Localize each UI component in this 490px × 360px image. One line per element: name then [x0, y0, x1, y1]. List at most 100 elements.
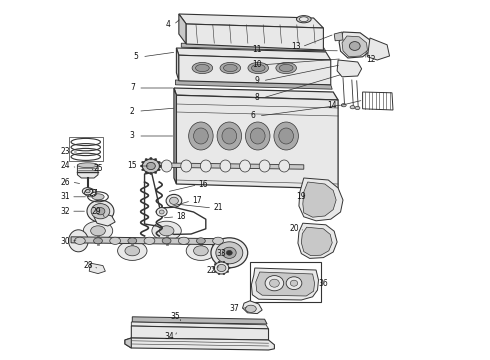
- Text: 24: 24: [61, 162, 71, 171]
- Ellipse shape: [140, 165, 143, 167]
- Polygon shape: [342, 36, 368, 57]
- Ellipse shape: [166, 194, 182, 207]
- Text: 5: 5: [134, 52, 139, 61]
- Text: 25: 25: [93, 164, 103, 173]
- Ellipse shape: [143, 159, 159, 173]
- Text: 21: 21: [213, 203, 223, 212]
- Ellipse shape: [74, 237, 85, 244]
- Ellipse shape: [227, 271, 229, 273]
- Polygon shape: [89, 263, 105, 274]
- Text: 2: 2: [130, 107, 135, 116]
- Ellipse shape: [189, 122, 213, 150]
- Polygon shape: [339, 32, 371, 58]
- Polygon shape: [132, 317, 267, 324]
- Polygon shape: [243, 301, 262, 314]
- Ellipse shape: [91, 204, 110, 219]
- Ellipse shape: [82, 188, 93, 195]
- Ellipse shape: [286, 277, 302, 289]
- Ellipse shape: [145, 172, 147, 174]
- Text: 7: 7: [130, 84, 135, 93]
- Polygon shape: [125, 338, 131, 348]
- Ellipse shape: [222, 128, 237, 144]
- Ellipse shape: [222, 247, 236, 258]
- Ellipse shape: [240, 160, 250, 172]
- Ellipse shape: [83, 221, 113, 240]
- Polygon shape: [303, 182, 336, 217]
- Ellipse shape: [227, 264, 229, 265]
- Polygon shape: [176, 48, 331, 60]
- Ellipse shape: [154, 158, 157, 161]
- Text: 26: 26: [61, 177, 71, 186]
- Ellipse shape: [192, 62, 213, 73]
- Ellipse shape: [178, 237, 189, 244]
- Ellipse shape: [94, 238, 102, 244]
- Ellipse shape: [170, 197, 178, 204]
- Ellipse shape: [226, 251, 232, 255]
- Ellipse shape: [110, 237, 121, 244]
- Text: 6: 6: [250, 112, 255, 121]
- Bar: [250, 262, 321, 302]
- Ellipse shape: [259, 160, 270, 172]
- Ellipse shape: [92, 194, 104, 200]
- Ellipse shape: [162, 238, 171, 244]
- Ellipse shape: [218, 273, 220, 275]
- Polygon shape: [94, 212, 115, 226]
- Polygon shape: [301, 227, 332, 256]
- Text: 9: 9: [254, 76, 259, 85]
- Polygon shape: [176, 48, 179, 81]
- Polygon shape: [298, 223, 337, 258]
- Polygon shape: [174, 88, 338, 100]
- Text: 16: 16: [198, 180, 208, 189]
- Text: 13: 13: [291, 42, 301, 51]
- Ellipse shape: [220, 160, 231, 172]
- Ellipse shape: [245, 305, 256, 312]
- Ellipse shape: [355, 107, 360, 109]
- Ellipse shape: [144, 237, 155, 244]
- Bar: [69, 137, 103, 161]
- Text: 4: 4: [165, 20, 170, 29]
- Ellipse shape: [159, 226, 174, 236]
- Ellipse shape: [248, 62, 269, 73]
- Ellipse shape: [154, 172, 157, 174]
- Ellipse shape: [152, 221, 181, 240]
- Text: 20: 20: [289, 224, 299, 233]
- Text: 17: 17: [192, 196, 202, 205]
- Text: 27: 27: [88, 189, 98, 198]
- Ellipse shape: [91, 226, 105, 236]
- Text: 11: 11: [252, 45, 262, 54]
- Polygon shape: [179, 55, 331, 85]
- Ellipse shape: [156, 208, 167, 216]
- Polygon shape: [175, 80, 332, 89]
- Text: 28: 28: [83, 261, 93, 270]
- Ellipse shape: [299, 17, 308, 22]
- Text: 34: 34: [164, 332, 174, 341]
- Ellipse shape: [223, 273, 225, 275]
- Ellipse shape: [213, 237, 223, 244]
- Ellipse shape: [211, 238, 248, 268]
- Text: 19: 19: [296, 192, 306, 201]
- Ellipse shape: [217, 122, 242, 150]
- Polygon shape: [179, 14, 186, 44]
- Ellipse shape: [290, 280, 297, 286]
- Ellipse shape: [218, 261, 220, 263]
- Ellipse shape: [250, 128, 265, 144]
- Ellipse shape: [150, 157, 152, 159]
- Ellipse shape: [158, 161, 160, 163]
- Polygon shape: [77, 165, 98, 178]
- Ellipse shape: [194, 128, 208, 144]
- Ellipse shape: [125, 246, 140, 256]
- Ellipse shape: [186, 241, 216, 260]
- Polygon shape: [71, 237, 230, 245]
- Ellipse shape: [159, 165, 161, 167]
- Ellipse shape: [228, 267, 230, 269]
- Ellipse shape: [128, 238, 137, 244]
- Ellipse shape: [158, 169, 160, 171]
- Polygon shape: [186, 24, 323, 50]
- Polygon shape: [131, 322, 269, 329]
- Ellipse shape: [251, 64, 265, 72]
- Ellipse shape: [145, 158, 147, 161]
- Ellipse shape: [196, 238, 205, 244]
- Ellipse shape: [245, 122, 270, 150]
- Text: 15: 15: [127, 162, 137, 171]
- Text: 10: 10: [252, 60, 262, 69]
